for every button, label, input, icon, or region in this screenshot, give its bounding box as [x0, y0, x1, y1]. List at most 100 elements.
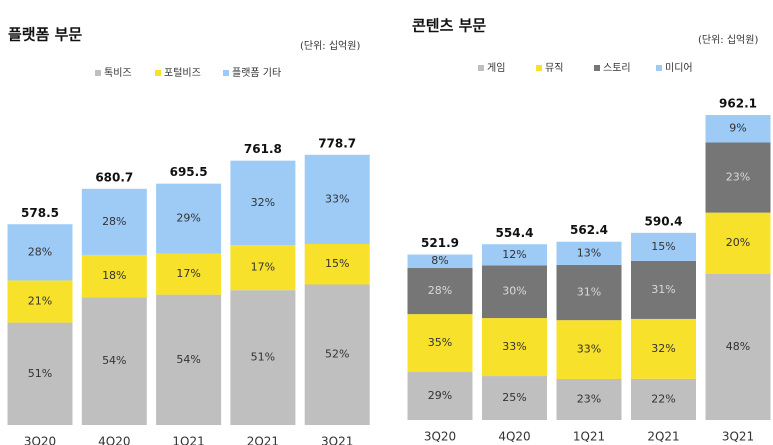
legend-label: 스토리: [603, 62, 631, 74]
segment-label: 33%: [325, 192, 349, 205]
segment-label: 28%: [28, 245, 52, 258]
segment-label: 29%: [428, 389, 452, 402]
legend-swatch: [594, 65, 600, 71]
bar-segment: [407, 372, 473, 420]
total-label: 562.4: [570, 223, 608, 237]
bar-segment: [81, 188, 147, 255]
legend-swatch: [155, 70, 161, 76]
x-tick-label: 4Q20: [98, 435, 130, 445]
segment-label: 23%: [577, 392, 601, 405]
bar-segment: [556, 241, 622, 265]
segment-label: 30%: [502, 285, 526, 298]
segment-label: 18%: [102, 269, 126, 282]
bar-segment: [631, 318, 696, 379]
bar-segment: [230, 160, 296, 246]
total-label: 578.5: [21, 206, 59, 220]
segment-label: 20%: [726, 236, 750, 249]
bar-segment: [7, 280, 73, 323]
legend-label: 플랫폼 기타: [232, 67, 281, 79]
chart-title: 플랫폼 부문: [8, 26, 82, 44]
bar-segment: [482, 376, 547, 420]
segment-label: 29%: [176, 212, 200, 225]
bar-segment: [631, 378, 696, 420]
bar-segment: [705, 115, 771, 143]
segment-label: 52%: [325, 348, 349, 361]
segment-label: 23%: [726, 171, 750, 184]
segment-label: 22%: [651, 392, 675, 405]
legend-swatch: [656, 65, 662, 71]
legend-swatch: [536, 65, 542, 71]
unit-note: (단위: 십억원): [698, 33, 758, 46]
bar-segment: [230, 290, 296, 425]
segment-label: 35%: [428, 336, 452, 349]
segment-label: 21%: [28, 295, 52, 308]
x-tick-label: 2Q21: [247, 435, 279, 445]
bar-segment: [556, 378, 622, 420]
segment-label: 12%: [502, 248, 526, 261]
bar-segment: [705, 212, 771, 274]
chart-title: 콘텐츠 부문: [412, 17, 486, 35]
bar-segment: [81, 297, 147, 425]
bar-segment: [705, 142, 771, 213]
total-label: 695.5: [170, 165, 208, 179]
x-tick-label: 2Q21: [647, 430, 679, 444]
segment-label: 32%: [251, 196, 275, 209]
bar-segment: [556, 320, 622, 379]
bar-segment: [7, 322, 73, 425]
segment-label: 25%: [502, 391, 526, 404]
segment-label: 33%: [502, 340, 526, 353]
segment-label: 28%: [428, 284, 452, 297]
bar-segment: [407, 314, 473, 373]
bar-segment: [7, 224, 73, 281]
bar-segment: [81, 254, 147, 298]
bar-segment: [156, 183, 222, 254]
x-tick-label: 3Q20: [24, 435, 56, 445]
legend-swatch: [478, 65, 484, 71]
legend-label: 미디어: [665, 62, 693, 74]
segment-label: 15%: [325, 257, 349, 270]
x-tick-label: 1Q21: [172, 435, 204, 445]
legend-label: 포털비즈: [164, 67, 201, 79]
segment-label: 31%: [577, 286, 601, 299]
total-label: 554.4: [496, 226, 534, 240]
segment-label: 9%: [729, 122, 746, 135]
bar-segment: [705, 273, 771, 420]
x-tick-label: 1Q21: [573, 430, 605, 444]
legend-label: 톡비즈: [104, 67, 132, 79]
segment-label: 17%: [176, 267, 200, 280]
bar-segment: [407, 254, 473, 268]
legend-swatch: [223, 70, 229, 76]
bar-segment: [156, 294, 222, 425]
bar-segment: [631, 232, 696, 261]
segment-label: 54%: [102, 354, 126, 367]
total-label: 680.7: [95, 170, 133, 184]
unit-note: (단위: 십억원): [300, 39, 360, 52]
bar-segment: [304, 154, 370, 244]
bar-segment: [556, 264, 622, 321]
bar-segment: [304, 284, 370, 425]
segment-label: 31%: [651, 283, 675, 296]
bar-segment: [482, 265, 547, 319]
segment-label: 13%: [577, 246, 601, 259]
total-label: 761.8: [244, 142, 282, 156]
total-label: 962.1: [719, 97, 757, 111]
segment-label: 8%: [431, 254, 448, 267]
total-label: 590.4: [645, 214, 683, 228]
x-tick-label: 3Q20: [424, 430, 456, 444]
total-label: 778.7: [318, 136, 356, 150]
bar-segment: [482, 244, 547, 266]
segment-label: 51%: [251, 351, 275, 364]
bar-segment: [230, 245, 296, 291]
legend-swatch: [95, 70, 101, 76]
bar-segment: [156, 253, 222, 295]
total-label: 521.9: [421, 236, 459, 250]
segment-label: 54%: [176, 353, 200, 366]
segment-label: 15%: [651, 240, 675, 253]
bar-segment: [631, 260, 696, 319]
segment-label: 48%: [726, 340, 750, 353]
segment-label: 32%: [651, 342, 675, 355]
bar-segment: [482, 318, 547, 377]
segment-label: 33%: [577, 343, 601, 356]
x-tick-label: 4Q20: [498, 430, 530, 444]
x-tick-label: 3Q21: [722, 430, 754, 444]
